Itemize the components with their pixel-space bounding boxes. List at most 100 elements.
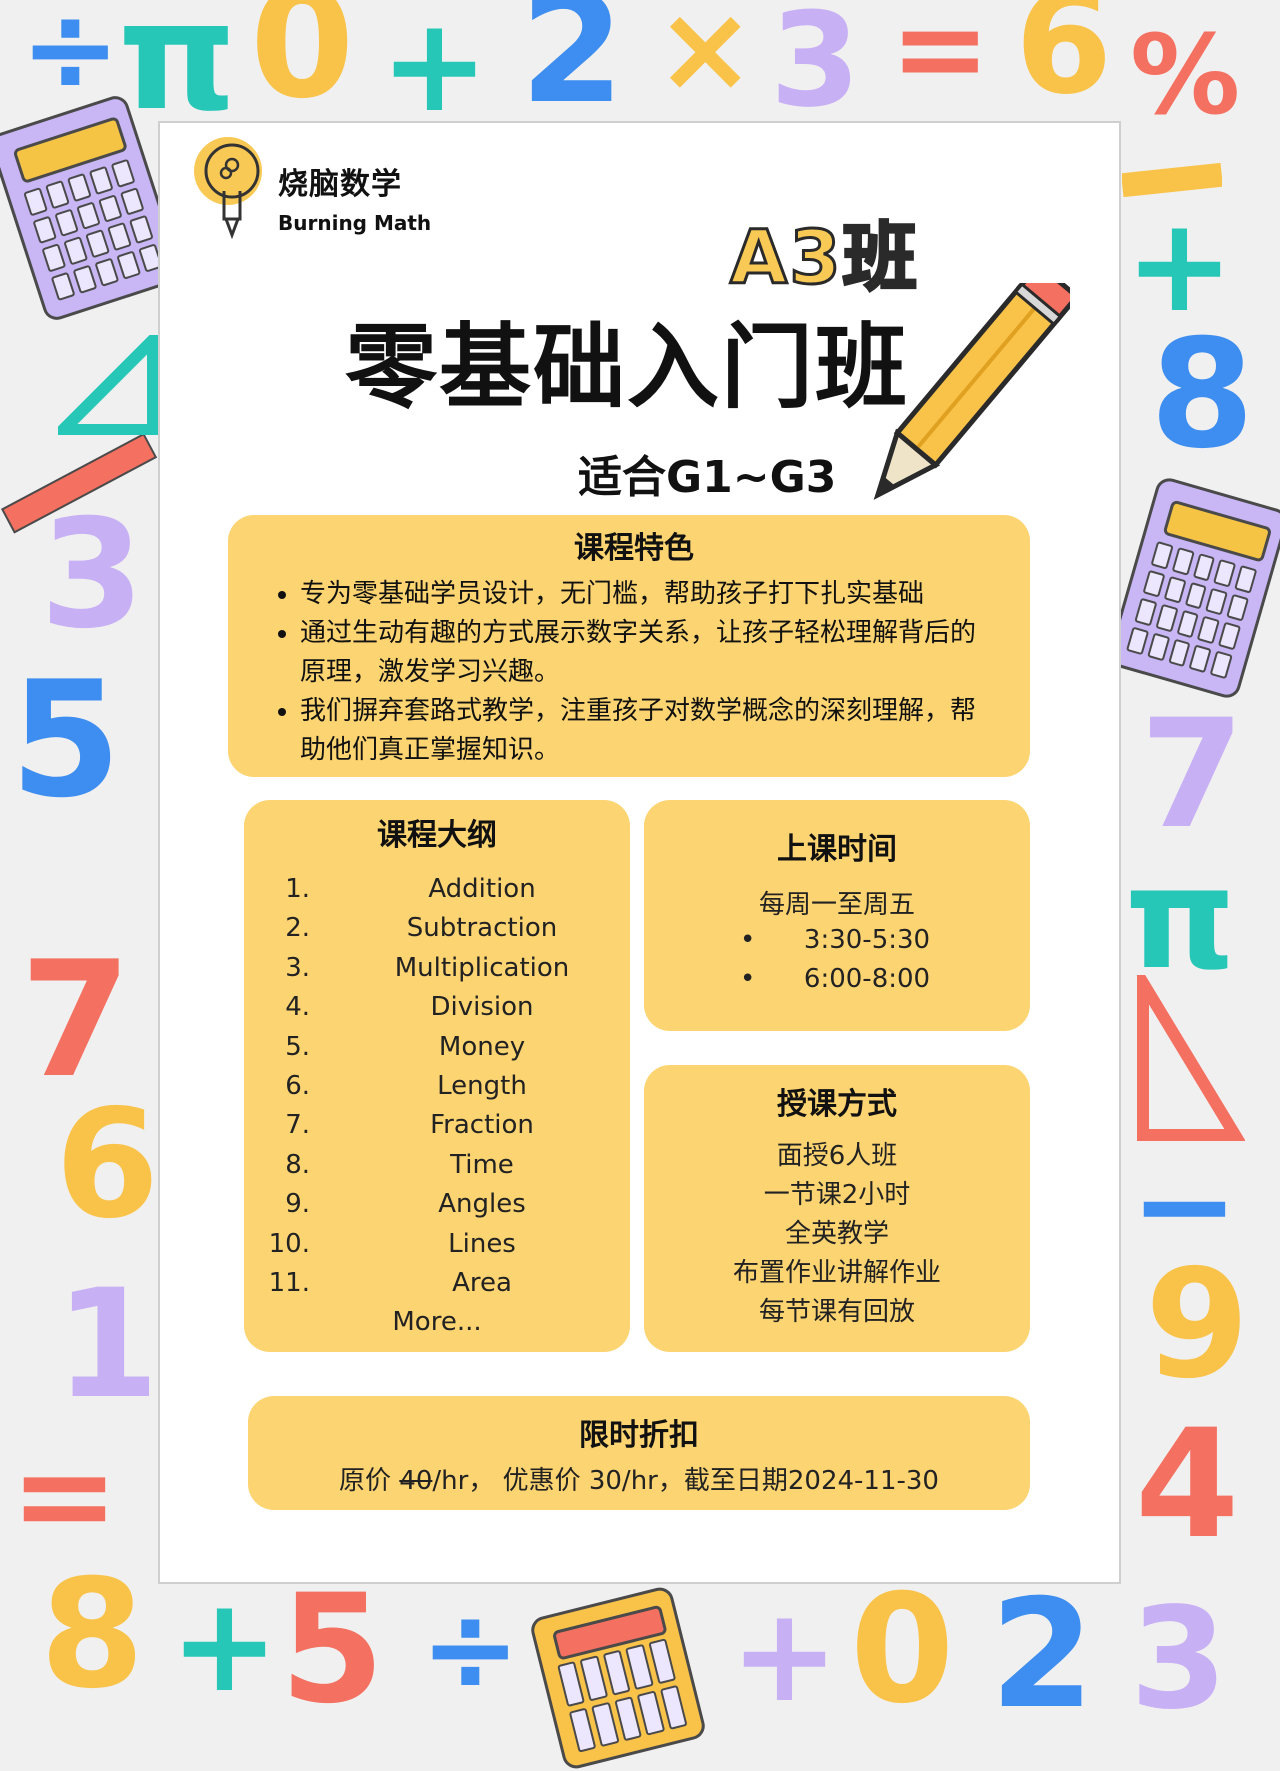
decor-two-symbol: 2 — [520, 0, 625, 137]
item-number: 6. — [285, 1070, 310, 1101]
decor-plus-bottom-symbol: + — [170, 1569, 279, 1721]
brand-name-en: Burning Math — [278, 211, 432, 235]
decor-five-bottom-symbol: 5 — [280, 1563, 385, 1737]
lightbulb-icon — [194, 137, 262, 240]
list-item: 7. Fraction — [244, 1110, 630, 1149]
outline-title: 课程大纲 — [377, 818, 497, 853]
decor-three-bottom-symbol: 3 — [1130, 1578, 1228, 1741]
decor-minus-right-symbol: − — [1130, 1129, 1239, 1281]
decor-times-symbol: × — [655, 0, 756, 119]
schedule-card: 上课时间 每周一至周五 • 3:30-5:30 • 6:00-8:00 — [644, 800, 1030, 1031]
decor-six-left-symbol: 6 — [55, 1078, 160, 1252]
triangle-ruler-icon — [58, 335, 158, 435]
discount-details: /hr， 优惠价 30/hr，截至日期2024-11-30 — [432, 1466, 939, 1496]
list-item: 布置作业讲解作业 — [732, 1258, 941, 1288]
schedule-title: 上课时间 — [777, 832, 897, 867]
discount-title: 限时折扣 — [579, 1418, 699, 1453]
calculator-icon — [1105, 475, 1280, 701]
discount-card: 限时折扣 原价 40/hr， 优惠价 30/hr，截至日期2024-11-30 — [248, 1396, 1030, 1510]
decor-four-symbol: 4 — [1135, 1398, 1240, 1572]
features-list: 专为零基础学员设计，无门槛，帮助孩子打下扎实基础 通过生动有趣的方式展示数字关系… — [268, 575, 1000, 770]
list-item: 专为零基础学员设计，无门槛，帮助孩子打下扎实基础 — [300, 575, 1000, 614]
list-item: 通过生动有趣的方式展示数字关系，让孩子轻松理解背后的原理，激发学习兴趣。 — [300, 614, 1000, 692]
original-price-label: 原价 — [339, 1466, 400, 1496]
decor-divide-symbol: ÷ — [20, 0, 121, 119]
item-number: 7. — [285, 1110, 310, 1141]
decor-zero-symbol: 0 — [250, 0, 355, 132]
item-number: 1. — [285, 874, 310, 904]
list-item: 每节课有回放 — [758, 1297, 915, 1327]
list-item: 1. Addition — [244, 874, 630, 913]
decor-three-symbol: 3 — [770, 0, 861, 136]
page-title: 零基础入门班 — [345, 314, 910, 421]
list-item: 全英教学 — [784, 1219, 889, 1249]
time-slot: 6:00-8:00 — [803, 964, 931, 994]
item-name: Money — [438, 1031, 526, 1062]
item-name: Lines — [448, 1228, 516, 1259]
features-title: 课程特色 — [574, 531, 694, 566]
item-name: Time — [450, 1149, 514, 1180]
decor-six-symbol: 6 — [1015, 0, 1113, 126]
list-item: 4. Division — [244, 992, 630, 1031]
list-item: 10. Lines — [244, 1229, 630, 1268]
list-item: • 3:30-5:30 — [644, 921, 1030, 960]
item-number: 4. — [285, 992, 310, 1023]
schedule-days: 每周一至周五 — [758, 890, 915, 920]
item-number: 10. — [268, 1228, 310, 1259]
decor-plus-right-symbol: + — [1125, 189, 1234, 341]
decor-seven-right-symbol: 7 — [1140, 688, 1245, 862]
list-item: 3. Multiplication — [244, 953, 630, 992]
ruler-icon — [1122, 162, 1222, 198]
item-name: Subtraction — [406, 913, 558, 944]
item-number: 2. — [285, 913, 310, 944]
decor-two-bottom-symbol: 2 — [990, 1568, 1095, 1742]
item-name: Length — [437, 1070, 527, 1101]
item-number: 8. — [285, 1149, 310, 1180]
list-item: 11. Area — [244, 1268, 630, 1307]
item-number: 11. — [268, 1267, 310, 1298]
decor-percent-symbol: % — [1130, 11, 1241, 139]
brand-logo: 烧脑数学 Burning Math — [188, 131, 438, 241]
decor-five-symbol: 5 — [10, 646, 122, 833]
decor-divide-bottom-symbol: ÷ — [420, 1580, 521, 1719]
decor-plus-bottom2-symbol: + — [730, 1579, 839, 1731]
decor-three-left-symbol: 3 — [40, 488, 145, 662]
list-item: 8. Time — [244, 1150, 630, 1189]
list-item: 2. Subtraction — [244, 913, 630, 952]
method-title: 授课方式 — [777, 1087, 897, 1122]
item-name: Multiplication — [394, 952, 570, 983]
list-item: 一节课2小时 — [763, 1180, 911, 1210]
decor-eight-bottom-symbol: 8 — [40, 1548, 145, 1722]
triangle-ruler-icon — [1137, 975, 1245, 1141]
price-line: 原价 40/hr， 优惠价 30/hr，截至日期2024-11-30 — [248, 1460, 1030, 1497]
grade-range: 适合G1~G3 — [578, 452, 837, 503]
decor-nine-symbol: 9 — [1145, 1238, 1250, 1412]
poster: 烧脑数学 Burning Math A3班 零基础入门班 适合G1~G3 课程特… — [158, 121, 1121, 1584]
ruler-icon — [0, 432, 158, 534]
method-list: 面授6人班 一节课2小时 全英教学 布置作业讲解作业 每节课有回放 — [644, 1137, 1030, 1332]
outline-card: 课程大纲 1. Addition 2. Subtraction 3. Multipli… — [244, 800, 630, 1352]
brand-name-cn: 烧脑数学 — [278, 167, 402, 202]
time-slot: 3:30-5:30 — [803, 925, 931, 955]
decor-equals-left-symbol: = — [10, 1419, 119, 1571]
original-price: 40 — [399, 1466, 433, 1496]
decor-plus-symbol: + — [380, 0, 489, 141]
item-name: Area — [452, 1267, 512, 1298]
pencil-icon — [873, 283, 1070, 500]
calculator-icon — [528, 1584, 708, 1771]
bullet: • — [740, 964, 756, 994]
list-item: 5. Money — [244, 1032, 630, 1071]
list-item: 9. Angles — [244, 1189, 630, 1228]
list-item: 6. Length — [244, 1071, 630, 1110]
decor-one-symbol: 1 — [55, 1258, 160, 1432]
class-code: A3班 — [729, 214, 919, 303]
item-name: Fraction — [430, 1110, 534, 1141]
outline-list: 1. Addition 2. Subtraction 3. Multiplicatio… — [244, 874, 630, 1337]
decor-pi-right-symbol: π — [1125, 838, 1236, 1001]
list-item: • 6:00-8:00 — [644, 960, 1030, 999]
list-item: 我们摒弃套路式教学，注重孩子对数学概念的深刻理解，帮助他们真正掌握知识。 — [300, 692, 1000, 770]
decor-eight-symbol: 8 — [1150, 308, 1255, 482]
item-name: Division — [430, 992, 534, 1023]
decor-pi-symbol: π — [118, 0, 237, 144]
outline-more: More... — [392, 1307, 482, 1338]
